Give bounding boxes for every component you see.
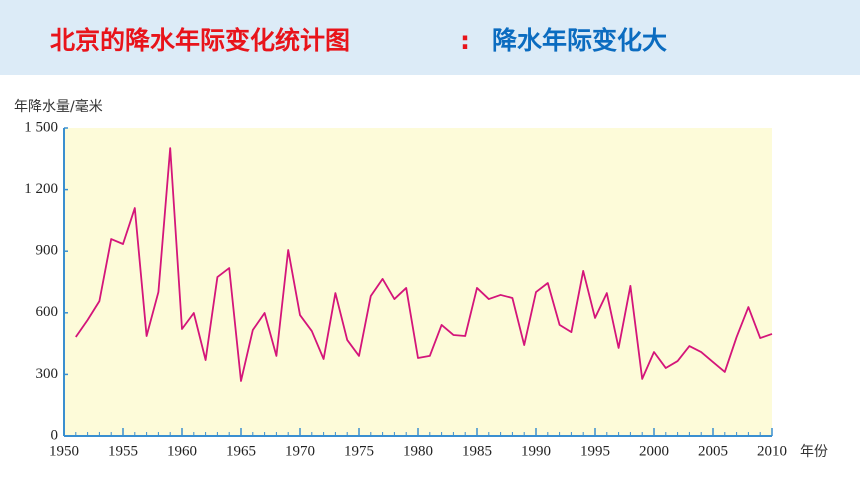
y-tick-label: 900 xyxy=(36,243,59,259)
x-tick-label: 2005 xyxy=(698,443,728,459)
x-axis-label: 年份 xyxy=(800,444,828,460)
x-tick-label: 1955 xyxy=(108,443,138,459)
x-tick-label: 1985 xyxy=(462,443,492,459)
x-tick-label: 1975 xyxy=(344,443,374,459)
x-tick-label: 2010 xyxy=(757,443,787,459)
y-tick-label: 1 500 xyxy=(24,119,58,135)
data-line xyxy=(75,147,773,382)
header-title: 北京的降水年际变化统计图 xyxy=(50,26,350,55)
y-tick-label: 300 xyxy=(36,366,59,382)
header-band xyxy=(0,0,860,75)
x-tick-label: 1995 xyxy=(580,443,610,459)
chart: 0 300 600 900 1 200 1 500 1950 1955 1960 1965 1970… xyxy=(24,119,787,459)
x-tick-label: 2000 xyxy=(639,443,669,459)
x-tick-label: 1990 xyxy=(521,443,551,459)
x-tick-label: 1965 xyxy=(226,443,256,459)
plot-area xyxy=(64,128,772,436)
x-tick-label: 1970 xyxy=(285,443,315,459)
x-tick-label: 1960 xyxy=(167,443,197,459)
y-axis-label: 年降水量/毫米 xyxy=(14,98,103,115)
header-separator: : xyxy=(460,26,470,55)
header-conclusion: 降水年际变化大 xyxy=(492,26,667,55)
x-tick-label: 1980 xyxy=(403,443,433,459)
y-tick-label: 0 xyxy=(51,427,59,443)
y-tick-label: 600 xyxy=(36,304,59,320)
y-tick-label: 1 200 xyxy=(24,181,58,197)
x-tick-label: 1950 xyxy=(49,443,79,459)
